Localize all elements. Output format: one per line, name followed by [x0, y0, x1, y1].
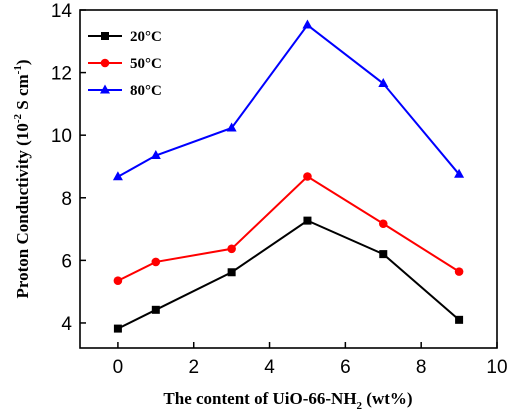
y-tick-label: 4: [61, 314, 72, 335]
data-point: [379, 250, 388, 259]
x-tick-label: 6: [340, 357, 351, 378]
data-series: [112, 19, 465, 333]
y-tick-label: 8: [61, 189, 72, 210]
legend-item: 80°C: [88, 83, 162, 99]
data-point: [151, 305, 160, 314]
legend-label: 80°C: [130, 83, 162, 99]
y-tick-label: 6: [61, 251, 72, 272]
data-point: [303, 216, 312, 225]
data-point: [113, 276, 123, 286]
x-tick-label: 2: [188, 357, 199, 378]
data-point: [150, 150, 161, 160]
series-line: [117, 23, 460, 178]
legend-marker: [100, 84, 110, 94]
legend-label: 50°C: [130, 56, 162, 72]
data-point: [151, 257, 161, 267]
y-tick-label: 10: [51, 126, 72, 147]
data-point: [378, 219, 388, 229]
data-point: [378, 78, 389, 88]
x-tick-label: 4: [264, 357, 275, 378]
legend-item: 20°C: [88, 29, 162, 45]
data-point: [112, 171, 123, 181]
legend-marker: [101, 32, 109, 40]
x-tick-label: 8: [416, 357, 427, 378]
data-point: [454, 267, 464, 276]
series-1: [113, 172, 464, 286]
series-line: [117, 175, 460, 282]
axes: 0 2 4 6 8 10 4 6 8 10 12 14: [51, 1, 507, 378]
y-axis-title: Proton Conductivity (10-2 S cm-1): [12, 59, 32, 298]
data-point: [113, 324, 122, 333]
legend-item: 50°C: [88, 56, 162, 72]
x-tick-label: 10: [486, 357, 507, 378]
data-point: [302, 19, 313, 29]
plot-frame: [79, 9, 498, 349]
data-point: [227, 244, 236, 254]
series-line: [117, 219, 460, 330]
data-point: [226, 122, 237, 132]
data-point: [455, 315, 464, 324]
series-0: [113, 216, 464, 333]
y-tick-label: 14: [51, 1, 73, 22]
legend: 20°C 50°C 80°C: [88, 29, 162, 99]
data-point: [227, 268, 236, 277]
x-tick-label: 0: [113, 357, 124, 378]
y-tick-label: 12: [51, 64, 72, 85]
data-point: [454, 168, 465, 178]
legend-label: 20°C: [130, 29, 162, 45]
data-point: [303, 172, 312, 181]
x-axis-title: The content of UiO-66-NH2 (wt%): [163, 389, 412, 412]
legend-marker: [100, 58, 110, 68]
series-2: [112, 19, 465, 181]
